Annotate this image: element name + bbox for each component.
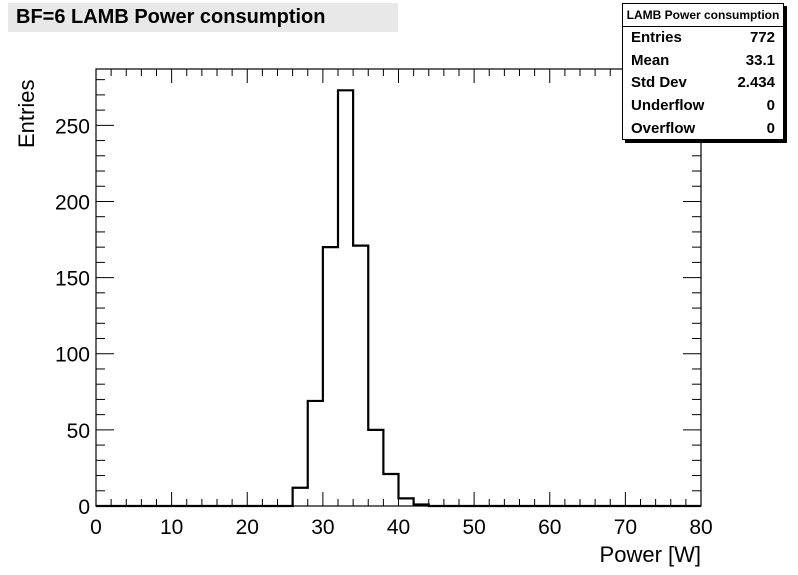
- histogram-bin: [338, 90, 353, 506]
- stats-rows: Entries 772 Mean 33.1 Std Dev 2.434 Underflow 0…: [623, 27, 783, 140]
- y-tick-label: 250: [55, 115, 90, 138]
- histogram-bin: [323, 247, 338, 506]
- x-tick-label: 80: [689, 516, 712, 539]
- stats-value: 0: [766, 119, 775, 137]
- axis-ticks: [95, 69, 702, 507]
- stats-row: Entries 772: [623, 27, 783, 50]
- x-tick-label: 50: [462, 516, 485, 539]
- histogram-outline: [96, 89, 701, 508]
- histogram-bin: [383, 474, 398, 506]
- plot-frame: [95, 68, 702, 507]
- stats-value: 772: [749, 29, 775, 46]
- stats-label: Underflow: [631, 97, 705, 115]
- histogram-bins: [293, 90, 429, 506]
- y-tick-label: 150: [55, 268, 90, 291]
- stats-value: 33.1: [745, 51, 775, 69]
- x-tick-label: 0: [90, 516, 102, 539]
- y-axis-title: Entries: [14, 80, 39, 148]
- x-tick-label: 60: [538, 516, 561, 539]
- stats-label: Std Dev: [631, 74, 687, 92]
- x-tick-label: 20: [236, 516, 259, 539]
- stats-row: Mean 33.1: [623, 50, 783, 73]
- x-tick-label: 40: [387, 516, 410, 539]
- stats-label: Mean: [631, 51, 670, 69]
- x-tick-label: 70: [614, 516, 637, 539]
- axis-tick-labels: 0 10 20 30 40 50 60 70 80 0 50 100 150 200 250: [55, 115, 713, 539]
- stats-label: Entries: [631, 29, 682, 46]
- x-axis-title: Power [W]: [600, 542, 701, 567]
- x-tick-label: 10: [160, 516, 183, 539]
- stats-value: 0: [766, 97, 775, 115]
- x-tick-label: 30: [311, 516, 334, 539]
- histogram-bin: [293, 488, 308, 506]
- stats-header: LAMB Power consumption: [623, 4, 783, 27]
- y-tick-label: 200: [55, 191, 90, 214]
- stats-box: LAMB Power consumption Entries 772 Mean 33.…: [622, 3, 784, 140]
- histogram-bin: [399, 498, 414, 506]
- y-tick-label: 100: [55, 344, 90, 367]
- histogram-bin: [353, 246, 368, 506]
- y-tick-label: 50: [67, 420, 90, 443]
- histogram-bin: [308, 401, 323, 506]
- stats-value: 2.434: [737, 74, 775, 92]
- stats-row: Underflow 0: [623, 95, 783, 118]
- histogram-bin: [368, 430, 383, 506]
- stats-label: Overflow: [631, 119, 696, 137]
- stats-row: Overflow 0: [623, 118, 783, 141]
- chart-title: BF=6 LAMB Power consumption: [8, 3, 398, 32]
- stats-row: Std Dev 2.434: [623, 72, 783, 95]
- y-tick-label: 0: [78, 496, 90, 519]
